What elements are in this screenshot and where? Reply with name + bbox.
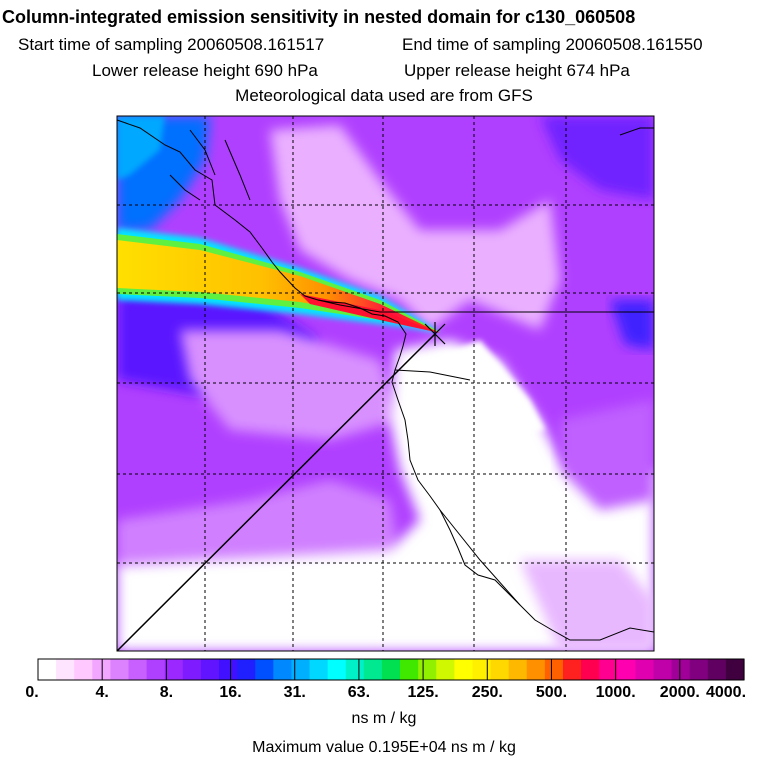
colorbar-swatch [110, 659, 130, 680]
colorbar-tick-label: 500. [535, 684, 568, 701]
colorbar-tick-label: 8. [159, 684, 174, 701]
colorbar-swatch [363, 659, 383, 680]
border-lines [317, 127, 654, 606]
met-data-label: Meteorological data used are from GFS [235, 86, 533, 105]
upper-release-label: Upper release height 674 hPa [404, 61, 630, 80]
colorbar-frame [37, 658, 745, 681]
end-sampling-label: End time of sampling 20060508.161550 [402, 35, 703, 54]
colorbar-swatch [599, 659, 618, 680]
light-region-center [270, 125, 560, 330]
colorbar-swatch [128, 659, 148, 680]
colorbar-swatch [472, 659, 492, 680]
colorbar-swatch [164, 659, 184, 680]
colorbar-swatch [635, 659, 655, 680]
colorbar-tick-label: 16. [219, 684, 242, 701]
light-region-left [180, 330, 400, 440]
colorbar-swatch [725, 659, 745, 680]
map-grid [117, 116, 654, 651]
colorbar-swatch [617, 659, 636, 680]
colorbar-swatch [707, 659, 727, 680]
blue-region-2 [117, 116, 165, 180]
colorbar-swatch [381, 659, 401, 680]
purple-patch-bottom [520, 560, 654, 651]
colorbar-swatch [562, 659, 582, 680]
colorbar-swatch [671, 659, 691, 680]
colorbar-swatch [581, 659, 600, 680]
colorbar-swatch [490, 659, 510, 680]
colorbar-tick-label: 125. [407, 684, 439, 701]
map-frame [116, 115, 655, 652]
colorbar-swatch [309, 659, 329, 680]
colorbar-swatch [689, 659, 709, 680]
release-point-marker [424, 322, 446, 346]
title: Column-integrated emission sensitivity i… [2, 7, 636, 27]
colorbar-tick-label: 4000. [705, 684, 747, 701]
colorbar-swatch [400, 659, 419, 680]
colorbar-tick-label: 250. [471, 684, 503, 701]
colorbar-tick-label: 4. [95, 684, 109, 701]
colorbar-swatch [219, 659, 238, 680]
colorbar-swatch [237, 659, 256, 680]
colorbar-swatch [345, 659, 365, 680]
colorbar-swatch [38, 659, 57, 680]
colorbar-tick-label: 0. [25, 684, 39, 701]
colorbar-major-dividers [101, 659, 681, 680]
colorbar-tick-label: 31. [283, 684, 306, 701]
light-region-lower-left [117, 480, 400, 570]
colorbar-swatch [92, 659, 112, 680]
purple-patch-right [560, 400, 654, 510]
colorbar-swatch [56, 659, 75, 680]
colorbar-swatch [182, 659, 202, 680]
colorbar-swatch [255, 659, 274, 680]
max-value-label: Maximum value 0.195E+04 ns m / kg [252, 739, 516, 756]
colorbar-swatch [454, 659, 474, 680]
colorbar-swatch [418, 659, 437, 680]
colorbar-tick-label: 2000. [659, 684, 700, 701]
coastline [117, 119, 654, 641]
lower-release-label: Lower release height 690 hPa [92, 61, 318, 80]
colorbar-swatch [200, 659, 220, 680]
colorbar-swatch [146, 659, 166, 680]
flight-track [117, 333, 436, 651]
colorbar-swatch [508, 659, 528, 680]
colorbar-swatch [544, 659, 564, 680]
colorbar-swatch [653, 659, 673, 680]
colorbar-swatch [526, 659, 546, 680]
low-sensitivity-region-2 [430, 340, 545, 440]
colorbar-swatch [327, 659, 347, 680]
colorbar-swatch [74, 659, 93, 680]
colorbar-swatch [436, 659, 455, 680]
start-sampling-label: Start time of sampling 20060508.161517 [18, 35, 325, 54]
colorbar-units: ns m / kg [351, 710, 417, 727]
colorbar-tick-label: 1000. [595, 684, 636, 701]
colorbar-swatch [273, 659, 293, 680]
colorbar-swatch [291, 659, 311, 680]
coastline-islands [169, 129, 251, 201]
colorbar-swatches [38, 659, 745, 680]
blue-upper-right [540, 116, 654, 200]
colorbar-tick-label: 63. [347, 684, 371, 701]
